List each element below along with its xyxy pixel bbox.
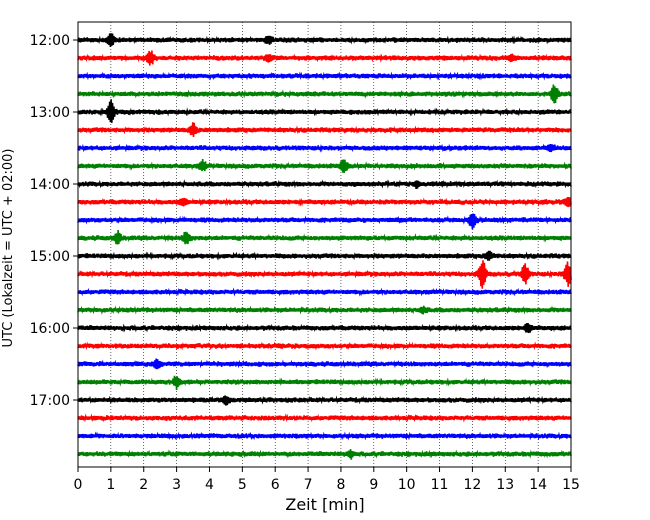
trace-1330	[77, 143, 572, 153]
trace-1345	[77, 159, 572, 173]
trace-1630	[77, 358, 572, 370]
y-tick-label-5: 17:00	[30, 393, 70, 409]
y-axis-label: UTC (Lokalzeit = UTC + 02:00)	[1, 149, 16, 348]
trace-1700	[77, 395, 572, 406]
trace-1415	[77, 196, 572, 208]
trace-1645	[77, 375, 572, 391]
x-tick-label-2: 2	[139, 477, 148, 493]
x-tick-label-6: 6	[271, 477, 280, 493]
trace-1745	[77, 449, 572, 460]
trace-1430	[77, 213, 572, 230]
trace-group	[77, 33, 572, 460]
trace-1515	[77, 260, 572, 289]
y-tick-label-3: 15:00	[30, 249, 70, 265]
trace-1400	[77, 179, 572, 189]
x-tick-label-1: 1	[106, 477, 115, 493]
x-tick-label-12: 12	[463, 477, 481, 493]
x-tick-label-7: 7	[304, 477, 313, 493]
trace-1715	[77, 413, 572, 423]
vertical-grid	[110, 22, 539, 467]
x-tick-label-14: 14	[529, 477, 547, 493]
x-axis-label: Zeit [min]	[285, 495, 364, 514]
trace-1245	[77, 84, 572, 104]
y-tick-label-1: 13:00	[30, 105, 70, 121]
trace-1215	[77, 50, 572, 66]
x-tick-label-8: 8	[336, 477, 345, 493]
x-tick-label-4: 4	[205, 477, 214, 493]
trace-1545	[77, 305, 572, 315]
x-tick-label-5: 5	[238, 477, 247, 493]
trace-1200	[77, 33, 572, 47]
y-tick-label-0: 12:00	[30, 33, 70, 49]
x-tick-label-0: 0	[74, 477, 83, 493]
x-tick-label-13: 13	[496, 477, 514, 493]
trace-1445	[77, 230, 572, 245]
trace-1530	[77, 287, 572, 297]
trace-1230	[77, 71, 572, 81]
x-tick-label-9: 9	[369, 477, 378, 493]
x-tick-label-11: 11	[431, 477, 449, 493]
plot-frame	[77, 21, 572, 468]
x-tick-label-10: 10	[398, 477, 416, 493]
trace-1315	[77, 122, 572, 137]
trace-1730	[77, 431, 572, 441]
x-tick-label-3: 3	[172, 477, 181, 493]
x-axis-ticks: 0 1 2 3 4 5 6 7 8 9 10 11 12 13 14 15	[74, 467, 580, 493]
y-tick-label-4: 16:00	[30, 321, 70, 337]
trace-1600	[77, 323, 572, 334]
y-axis-ticks: 12:00 13:00 14:00 15:00 16:00 17:00	[30, 33, 78, 409]
x-tick-label-15: 15	[562, 477, 580, 493]
trace-1500	[77, 250, 572, 261]
trace-1300	[77, 99, 572, 123]
trace-1615	[77, 341, 572, 351]
y-tick-label-2: 14:00	[30, 177, 70, 193]
